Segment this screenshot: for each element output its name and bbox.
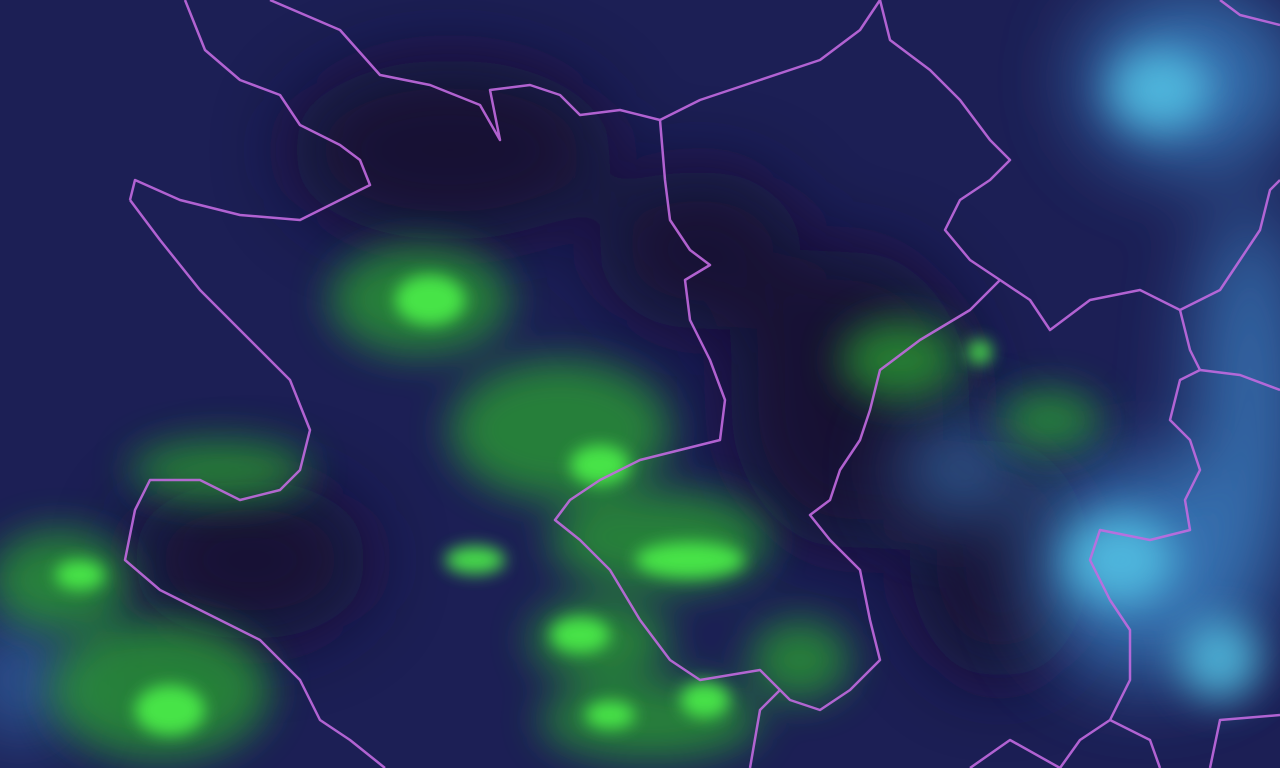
border-west	[123, 199, 386, 768]
border-bottom-east	[969, 738, 1061, 768]
border-bottom-right	[1208, 713, 1280, 768]
border-southeast	[1109, 718, 1162, 768]
border-central	[553, 119, 781, 691]
border-north	[269, 0, 882, 142]
boundary-lines	[123, 0, 1280, 768]
border-east	[1058, 309, 1202, 768]
border-far-east	[1199, 368, 1280, 392]
bright-cloud-layer	[1065, 50, 1260, 700]
border-northwest	[128, 0, 372, 222]
border-top-right	[1219, 0, 1280, 27]
bright-vegetation-layer	[55, 275, 992, 735]
border-east-central	[748, 279, 1001, 768]
